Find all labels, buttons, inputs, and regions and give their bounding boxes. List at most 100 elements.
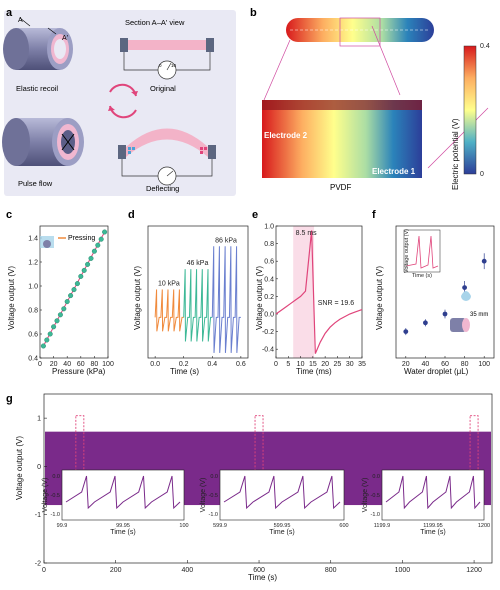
d-series-line xyxy=(183,269,213,342)
c-xtick-label: 40 xyxy=(63,361,71,368)
c-point xyxy=(47,331,53,337)
g-ytick-label: 0 xyxy=(37,464,41,471)
g-inset-frame xyxy=(61,469,185,521)
c-point xyxy=(88,255,94,261)
d-series-line xyxy=(211,246,241,353)
d-series-line xyxy=(154,289,184,332)
e-ylabel: Voltage output (V) xyxy=(255,266,264,330)
g-inset-ytick-label: 0.0 xyxy=(372,474,380,480)
g-inset-frame xyxy=(219,469,345,521)
e-xlabel: Time (ms) xyxy=(296,367,332,376)
cycle-arrows-icon xyxy=(108,83,138,119)
colorbar xyxy=(463,45,477,175)
beam-deflected xyxy=(126,128,208,157)
g-inset-ytick-label: -1.0 xyxy=(51,512,60,518)
e-ytick-label: -0.4 xyxy=(262,347,274,354)
g-inset-xtick-label: 99.95 xyxy=(116,523,130,529)
e-ytick-label: 0.4 xyxy=(264,276,274,283)
c-point xyxy=(98,236,104,242)
panel-d-label: d xyxy=(128,209,135,221)
g-ytick-label: -1 xyxy=(35,512,41,519)
c-point xyxy=(64,299,70,305)
droplet-tube-icon xyxy=(450,291,471,332)
pressing-label: Pressing xyxy=(68,235,95,242)
clamp-left-icon xyxy=(120,38,128,52)
e-xtick-label: 25 xyxy=(334,361,342,368)
panel-e-label: e xyxy=(252,209,258,221)
marker-a: A xyxy=(18,17,23,24)
e-duration-label: 8.5 ms xyxy=(296,230,318,237)
clamp-right-deflect-icon xyxy=(208,145,216,159)
panel-c: c Voltage output (V) Pressure (kPa) 0 20 4… xyxy=(6,209,114,376)
e-xtick-label: 5 xyxy=(286,361,290,368)
f-point xyxy=(481,258,487,264)
colorbar-label: Electric potential (V) xyxy=(451,118,460,190)
f-inset-signal xyxy=(405,235,439,269)
g-inset-ytick-label: -0.5 xyxy=(51,493,60,499)
c-xtick-label: 0 xyxy=(38,361,42,368)
deflecting-label: Deflecting xyxy=(146,184,179,193)
panel-b-label: b xyxy=(250,7,257,19)
c-xlabel: Pressure (kPa) xyxy=(52,367,106,376)
panel-c-label: c xyxy=(6,209,12,221)
e-xtick-label: 0 xyxy=(274,361,278,368)
c-point xyxy=(74,281,80,287)
plot-frame xyxy=(39,225,109,359)
g-inset-xlabel: Time (s) xyxy=(420,529,445,536)
f-xtick-label: 40 xyxy=(422,361,430,368)
colorbar-min: 0 xyxy=(480,171,484,178)
panel-e: e Voltage output (V) Time (ms) 0 5 10 15 20 2… xyxy=(252,209,366,376)
c-point xyxy=(85,261,91,267)
panel-b: b Electrode 2 Electrode 1 PVDF 0.4 0 Ele… xyxy=(244,7,490,198)
c-plot-area: 0 20 40 60 80 100 0.4 0.6 0.8 1.0 1.2 1.4 xyxy=(28,225,114,368)
c-xtick-label: 80 xyxy=(91,361,99,368)
e-ytick-label: 1.0 xyxy=(264,224,274,231)
e-xtick-label: 15 xyxy=(309,361,317,368)
c-point xyxy=(102,229,108,235)
e-ytick-label: 0.6 xyxy=(264,259,274,266)
e-xtick-label: 35 xyxy=(358,361,366,368)
g-inset-xlabel: Time (s) xyxy=(110,529,135,536)
f-inset-ylabel: Voltage output (V) xyxy=(404,229,410,273)
section-title: Section A–A' view xyxy=(125,18,185,27)
c-point xyxy=(68,293,74,299)
c-ytick-label: 1.0 xyxy=(28,284,38,291)
g-inset-ytick-label: 0.0 xyxy=(52,474,60,480)
f-point xyxy=(403,329,409,334)
e-highlight-band xyxy=(293,226,315,358)
c-point xyxy=(54,318,60,324)
g-ytick-label: 1 xyxy=(37,416,41,423)
d-ylabel: Voltage output (V) xyxy=(133,266,142,330)
c-point xyxy=(51,324,57,330)
pvdf-label: PVDF xyxy=(330,183,351,192)
g-inset-signal xyxy=(65,475,181,510)
f-inset-xlabel: Time (s) xyxy=(412,273,432,279)
electrode-zoom xyxy=(262,100,422,178)
c-point xyxy=(40,343,46,349)
g-inset-xtick-label: 600 xyxy=(339,523,348,529)
panel-f: f Voltage output (V) Water droplet (μL) … xyxy=(372,209,495,376)
f-point xyxy=(442,311,448,317)
d-xtick-label: 0.0 xyxy=(150,361,160,368)
g-xtick-label: 400 xyxy=(182,567,194,574)
plot-frame xyxy=(275,225,363,359)
e-plot-area: 0 5 10 15 20 25 30 35 -0.4 -0.2 0.0 0.2 0.4 0.6 0.8 1.0… xyxy=(262,224,366,369)
c-ylabel: Voltage output (V) xyxy=(7,266,16,330)
d-xtick-label: 0.4 xyxy=(207,361,217,368)
c-ytick-label: 0.4 xyxy=(28,356,38,363)
d-series-label: 86 kPa xyxy=(215,237,237,244)
c-point xyxy=(61,306,67,312)
f-point xyxy=(462,285,467,290)
f-plot-area: 20 40 60 80 100 Time (s)Voltage output (V) xyxy=(395,225,495,368)
g-inset-xtick-label: 1199.95 xyxy=(423,523,442,529)
panel-a: a A A' Elastic recoil Section A–A' view … xyxy=(2,7,236,196)
pressing-legend: Pressing xyxy=(40,235,95,248)
g-xtick-label: 600 xyxy=(253,567,265,574)
e-snr-label: SNR = 19.6 xyxy=(318,300,354,307)
e-ytick-label: 0.8 xyxy=(264,241,274,248)
g-inset-ytick-label: -0.5 xyxy=(209,493,218,499)
clamp-right-icon xyxy=(206,38,214,52)
f-point xyxy=(423,320,428,326)
g-ylabel: Voltage output (V) xyxy=(15,436,24,500)
g-inset-ytick-label: 0.0 xyxy=(210,474,218,480)
